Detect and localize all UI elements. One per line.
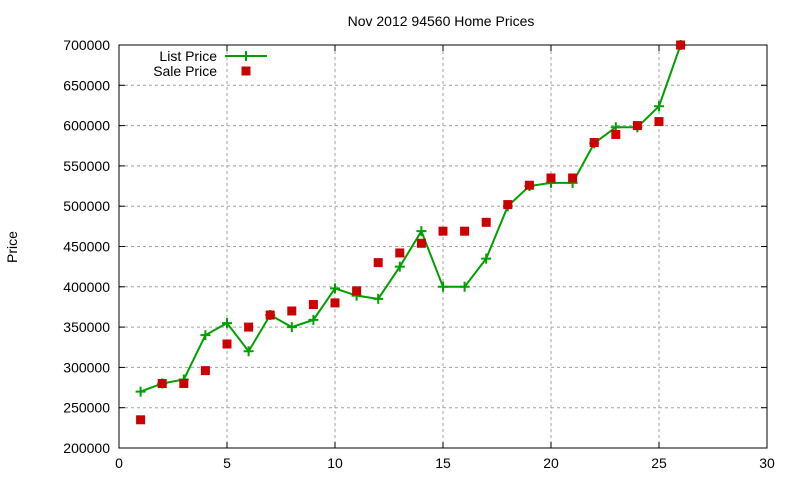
sale-price-point (568, 173, 578, 183)
sale-price-point (460, 226, 470, 236)
sale-price-point (373, 258, 383, 268)
sale-price-point (481, 217, 491, 227)
y-tick-label: 250000 (63, 400, 110, 416)
sale-price-point (524, 180, 534, 190)
sale-price-point (438, 226, 448, 236)
list-price-point (330, 283, 340, 294)
list-price-point (481, 253, 492, 264)
sale-price-point (632, 121, 642, 131)
sale-price-point (654, 117, 664, 127)
y-tick-label: 400000 (63, 279, 110, 295)
list-price-point (222, 318, 232, 329)
sale-price-point (308, 300, 318, 310)
y-axis-label: Price (4, 231, 20, 263)
y-tick-label: 600000 (63, 118, 110, 134)
y-tick-label: 650000 (63, 77, 110, 93)
list-price-point (373, 293, 384, 304)
x-tick-label: 10 (327, 455, 343, 471)
series-layer (135, 40, 686, 425)
sale-price-point (222, 339, 232, 349)
x-tick-label: 20 (543, 455, 559, 471)
sale-price-point (330, 298, 340, 308)
list-price-line (140, 44, 682, 393)
y-tick-label: 200000 (63, 440, 110, 456)
legend-marker-list-price (241, 51, 251, 61)
sale-price-point (611, 129, 621, 139)
list-price-point (394, 261, 405, 272)
sale-price-point (200, 366, 210, 376)
x-tick-label: 30 (759, 455, 775, 471)
sale-price-point (179, 379, 189, 389)
list-price-point (286, 322, 297, 333)
y-tick-label: 450000 (63, 239, 110, 255)
chart-title: Nov 2012 94560 Home Prices (348, 13, 535, 29)
sale-price-point (395, 248, 405, 258)
list-price-point (654, 101, 664, 112)
sale-price-point (416, 238, 426, 248)
sale-price-point (157, 379, 167, 389)
sale-price-point (589, 138, 599, 148)
list-price-point (200, 330, 211, 341)
sale-price-point (546, 173, 556, 183)
list-price-point (243, 346, 254, 357)
legend-label-sale-price: Sale Price (153, 63, 217, 79)
sale-price-point (287, 306, 297, 316)
list-price-point (438, 281, 448, 292)
y-tick-label: 350000 (63, 319, 110, 335)
grid (119, 45, 767, 448)
sale-price-point (352, 286, 362, 296)
y-tick-label: 700000 (63, 37, 110, 53)
legend: List Price Sale Price (153, 48, 267, 79)
x-tick-label: 15 (435, 455, 451, 471)
list-price-point (459, 281, 470, 292)
y-tick-label: 300000 (63, 359, 110, 375)
sale-price-point (136, 415, 146, 425)
sale-price-point (676, 40, 686, 50)
list-price-point (416, 226, 427, 237)
sale-price-point (244, 322, 254, 332)
list-price-point (135, 386, 146, 397)
sale-price-point (265, 310, 275, 320)
legend-marker-sale-price (241, 66, 251, 76)
x-tick-label: 25 (651, 455, 667, 471)
x-tick-label: 0 (115, 455, 123, 471)
sale-price-point (503, 200, 513, 210)
x-tick-label: 5 (223, 455, 231, 471)
y-tick-label: 500000 (63, 198, 110, 214)
list-price-point (308, 314, 319, 325)
y-tick-label: 550000 (63, 158, 110, 174)
legend-label-list-price: List Price (159, 48, 217, 64)
ticks: 0 5 10 15 20 25 30 200000 250000 300000 350000 4000… (63, 37, 775, 471)
